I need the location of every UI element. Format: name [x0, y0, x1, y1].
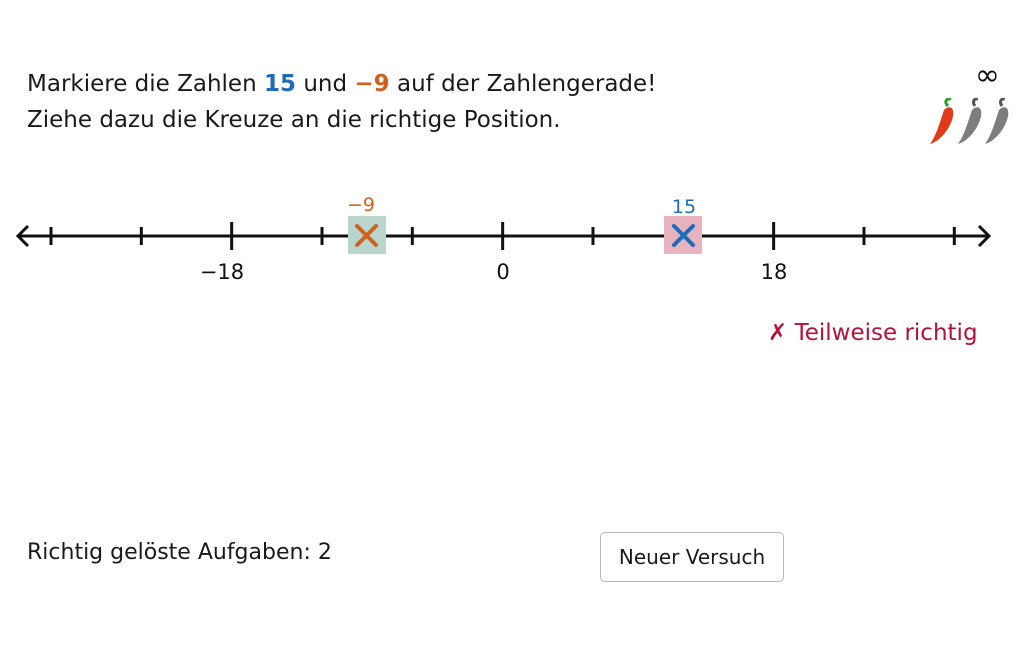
chili-pepper-icon-inactive [985, 98, 1009, 144]
attempts-infinity-indicator: ∞ [975, 58, 1000, 93]
axis-label-18: 18 [761, 260, 788, 284]
instruction-line-1: Markiere die Zahlen 15 und −9 auf der Za… [27, 71, 657, 97]
new-attempt-button[interactable]: Neuer Versuch [600, 532, 784, 582]
marker-b-label: −9 [347, 194, 375, 216]
axis-label-minus-18: −18 [200, 260, 244, 284]
marker-a-label: 15 [672, 196, 696, 218]
number-line: −9 15 −18 0 18 [15, 194, 992, 284]
feedback-message: ✗ Teilweise richtig [768, 320, 978, 346]
left-arrow-icon [15, 224, 30, 248]
instruction-line-2: Ziehe dazu die Kreuze an die richtige Po… [27, 107, 561, 133]
right-arrow-icon [977, 224, 992, 248]
difficulty-peppers [930, 98, 1009, 144]
target-number-15: 15 [263, 71, 296, 97]
chili-pepper-icon [930, 98, 954, 144]
feedback-text: Teilweise richtig [794, 320, 978, 346]
chili-pepper-icon-inactive [958, 98, 982, 144]
score-text: Richtig gelöste Aufgaben: 2 [27, 540, 332, 565]
target-number-minus-9: −9 [354, 71, 390, 97]
draggable-cross-minus-9[interactable] [355, 224, 378, 247]
axis-label-0: 0 [496, 260, 509, 284]
instruction-text: Markiere die Zahlen 15 und −9 auf der Za… [27, 66, 656, 138]
cross-icon: ✗ [768, 320, 788, 346]
draggable-cross-15[interactable] [672, 224, 695, 247]
